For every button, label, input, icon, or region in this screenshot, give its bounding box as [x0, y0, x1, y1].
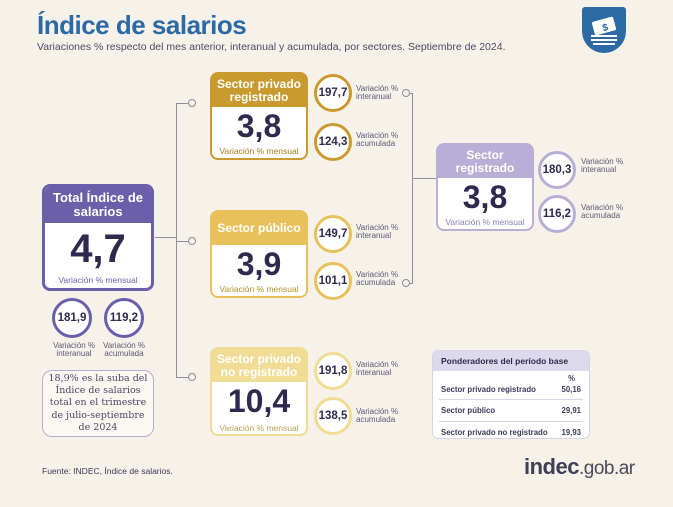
privado-registrado-acumulada-value: 124,3 — [314, 123, 352, 161]
total-card: Total Índice de salarios 4,7 Variación %… — [42, 184, 154, 291]
connector-trunk — [176, 103, 178, 378]
registrado-interanual-label: Variación % interanual — [581, 157, 624, 175]
privado-registrado-interanual-label: Variación % interanual — [356, 84, 399, 102]
connector-total — [155, 237, 176, 239]
connector-dot-publico — [188, 237, 196, 245]
svg-text:$: $ — [601, 22, 610, 34]
connector-dot-registrado-top — [402, 89, 410, 97]
salary-money-icon: $ — [582, 7, 626, 53]
no-registrado-interanual-label: Variación % interanual — [356, 360, 399, 378]
privado-registrado-label: Variación % mensual — [219, 146, 299, 156]
total-interanual-label: Variación % interanual — [52, 341, 96, 359]
publico-acumulada-value: 101,1 — [314, 262, 352, 300]
publico-interanual-value: 149,7 — [314, 215, 352, 253]
table-row: Sector privado registrado 50,16 — [433, 383, 589, 399]
publico-card: Sector público 3,9 Variación % mensual — [210, 210, 308, 298]
registrado-value: 3,8 — [462, 179, 508, 215]
ponderador-label: Sector público — [441, 406, 496, 415]
total-acumulada-label: Variación % acumulada — [102, 341, 146, 359]
indec-logo: indec.gob.ar — [524, 454, 635, 480]
ponderadores-unit-row: % — [433, 371, 589, 383]
connector-dot-no-registrado — [188, 373, 196, 381]
total-label: Variación % mensual — [58, 275, 138, 285]
privado-registrado-title: Sector privado registrado — [212, 74, 306, 107]
connector-no-registrado — [176, 377, 190, 379]
no-registrado-value: 10,4 — [227, 383, 291, 419]
no-registrado-interanual-value: 191,8 — [314, 352, 352, 390]
quarterly-note: 18,9% es la suba del Índice de salarios … — [42, 370, 154, 437]
page-title: Índice de salarios — [37, 10, 247, 40]
no-registrado-title: Sector privado no registrado — [212, 349, 306, 382]
ponderador-value: 19,93 — [561, 428, 581, 437]
ponderador-label: Sector privado no registrado — [441, 428, 548, 437]
privado-registrado-card: Sector privado registrado 3,8 Variación … — [210, 72, 308, 160]
publico-value: 3,9 — [236, 246, 282, 282]
total-title: Total Índice de salarios — [45, 187, 151, 223]
row-divider — [439, 421, 583, 422]
connector-registrado — [412, 178, 436, 180]
ponderadores-unit: % — [568, 374, 575, 383]
connector-dot-registrado-bottom — [402, 279, 410, 287]
publico-label: Variación % mensual — [219, 284, 299, 294]
privado-registrado-value: 3,8 — [236, 108, 282, 144]
ponderadores-title: Ponderadores del período base — [433, 351, 589, 371]
ponderador-value: 50,16 — [561, 385, 581, 394]
brand-domain: .gob.ar — [578, 458, 635, 479]
connector-registrado-trunk — [412, 93, 414, 283]
ponderador-label: Sector privado registrado — [441, 385, 536, 394]
registrado-title: Sector registrado — [438, 145, 532, 178]
total-acumulada-value: 119,2 — [104, 298, 144, 338]
ponderadores-table: Ponderadores del período base % Sector p… — [432, 350, 590, 439]
registrado-card: Sector registrado 3,8 Variación % mensua… — [436, 143, 534, 231]
no-registrado-card: Sector privado no registrado 10,4 Variac… — [210, 347, 308, 436]
registrado-acumulada-value: 116,2 — [538, 195, 576, 233]
table-row: Sector privado no registrado 19,93 — [433, 422, 589, 437]
registrado-acumulada-label: Variación % acumulada — [581, 203, 624, 221]
publico-acumulada-label: Variación % acumulada — [356, 270, 399, 288]
privado-registrado-acumulada-label: Variación % acumulada — [356, 131, 399, 149]
no-registrado-label: Variación % mensual — [219, 423, 299, 433]
no-registrado-acumulada-label: Variación % acumulada — [356, 407, 399, 425]
publico-title: Sector público — [212, 212, 306, 245]
total-interanual-value: 181,9 — [52, 298, 92, 338]
page-subtitle: Variaciones % respecto del mes anterior,… — [37, 41, 506, 53]
privado-registrado-interanual-value: 197,7 — [314, 74, 352, 112]
brand-name: indec — [524, 454, 579, 479]
registrado-label: Variación % mensual — [445, 217, 525, 227]
total-value: 4,7 — [70, 227, 126, 271]
connector-publico — [176, 241, 190, 243]
no-registrado-acumulada-value: 138,5 — [314, 397, 352, 435]
table-row: Sector público 29,91 — [433, 400, 589, 421]
connector-dot-privado — [188, 99, 196, 107]
registrado-interanual-value: 180,3 — [538, 151, 576, 189]
ponderador-value: 29,91 — [561, 406, 581, 415]
publico-interanual-label: Variación % interanual — [356, 223, 399, 241]
connector-privado — [176, 103, 190, 105]
row-divider — [439, 399, 583, 400]
source-note: Fuente: INDEC, Índice de salarios. — [42, 466, 173, 476]
